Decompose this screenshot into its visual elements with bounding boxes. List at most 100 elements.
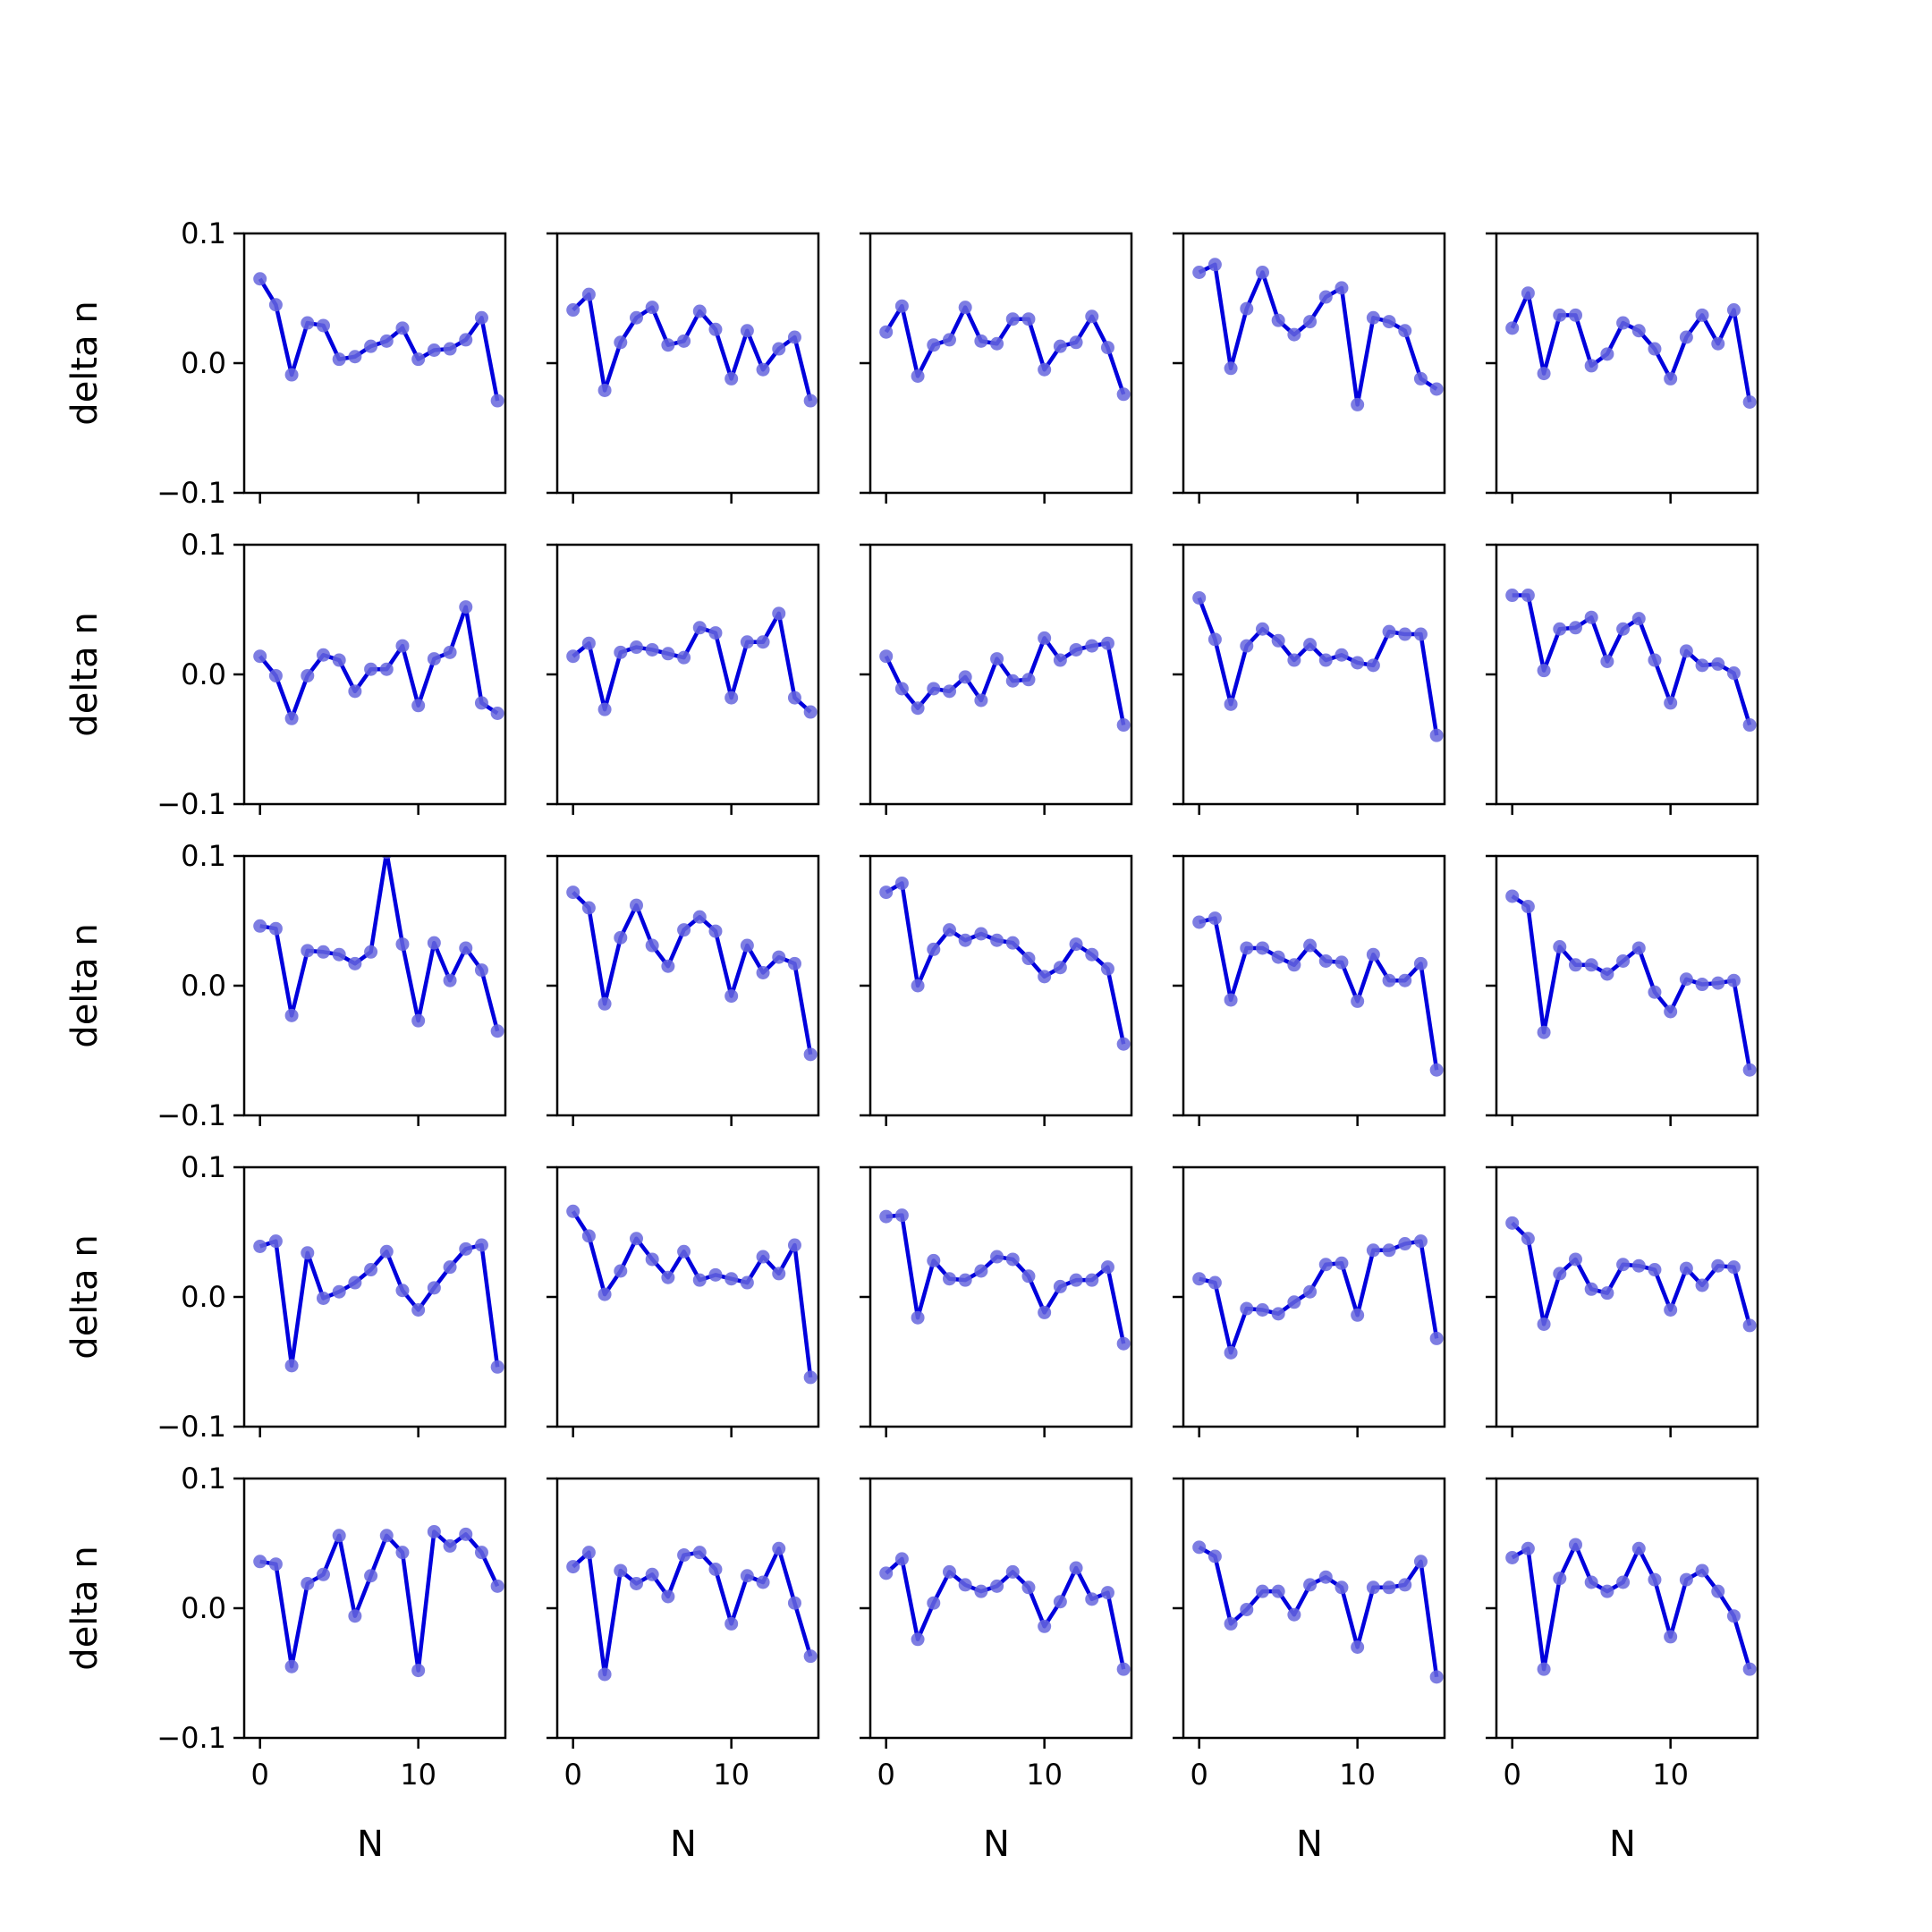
y-tick-label: 0.0 [181,1591,226,1625]
data-point [1271,1584,1285,1598]
data-point [724,371,739,386]
data-point [474,963,488,978]
subplot-r1-c3 [860,232,1133,504]
data-point [1695,978,1709,992]
data-point [879,649,894,664]
data-point [1005,674,1020,688]
data-point [958,670,972,684]
data-point [1648,985,1662,999]
data-point [332,1284,346,1299]
y-tick-label: 0.1 [181,839,226,873]
data-point [911,701,925,716]
y-axis-label: delta n [64,612,106,736]
data-point [724,691,739,705]
data-point [1240,1301,1254,1316]
series [253,272,504,408]
data-point [1116,1037,1131,1051]
data-point [1271,950,1285,964]
data-point [1537,664,1551,678]
data-point [443,1538,457,1553]
data-point [364,945,378,959]
data-point [942,923,956,937]
data-point [1287,653,1301,667]
y-tick-label: −0.1 [157,476,226,510]
subplot-r4-c3 [860,1165,1133,1437]
data-point [1303,315,1318,329]
series [253,856,504,1038]
data-point [692,1273,707,1287]
data-point [474,1238,488,1252]
axes-frame [555,543,820,806]
data-point [692,304,707,318]
axes-frame [1495,854,1759,1117]
data-point [1100,341,1114,355]
data-point [1208,632,1222,647]
data-point [772,342,786,356]
data-point [316,318,330,333]
data-point [459,600,473,614]
data-point [1631,1541,1646,1555]
data-point [1711,1258,1725,1273]
data-point [1413,956,1428,970]
data-point [1208,258,1222,272]
data-point [772,1541,786,1555]
data-point [1429,1063,1444,1077]
subplot-r1-c1: −0.1 0.0 0.1 delta n [64,216,507,510]
data-point [1726,973,1741,987]
data-point [1398,627,1412,641]
data-point [1271,1307,1285,1321]
series [253,1234,504,1374]
data-point [253,1239,267,1253]
data-point [645,301,659,315]
data-point [1521,589,1535,603]
data-point [1648,653,1662,667]
series [566,287,818,408]
data-point [490,1024,504,1038]
data-point [364,1263,378,1277]
data-point [474,696,488,710]
data-point [927,682,941,696]
data-point [395,1546,410,1560]
data-point [1398,324,1412,338]
data-point [253,649,267,664]
data-point [1224,1345,1238,1360]
data-point [1521,1541,1535,1555]
data-point [614,1264,628,1278]
data-point [1366,1243,1380,1258]
data-point [1726,666,1741,681]
data-point [459,333,473,347]
series-line [885,1556,1126,1670]
data-point [772,606,786,621]
axes-frame [1182,1477,1446,1740]
axes-frame [1182,854,1446,1117]
data-point [1568,621,1582,635]
data-point [1021,1580,1036,1595]
data-point [443,1260,457,1275]
data-point [677,650,691,665]
data-point [1505,1550,1520,1564]
data-point [1085,947,1099,962]
series [1505,589,1757,733]
data-point [661,1270,675,1284]
data-point [879,1566,894,1580]
data-point [1351,397,1365,411]
data-point [1711,1584,1725,1598]
data-point [1053,339,1067,353]
series-line [1511,894,1752,1071]
subplot-r2-c4 [1173,543,1446,815]
axes-frame [242,232,507,495]
data-point [708,1563,723,1576]
data-point [490,707,504,720]
subplot-r4-c2 [547,1165,820,1437]
x-tick-label: 0 [251,1758,269,1792]
data-point [1271,633,1285,648]
data-point [1224,1616,1238,1631]
data-point [1303,1578,1318,1592]
data-point [629,310,643,325]
series [566,1204,818,1385]
subplot-r3-c3 [860,854,1133,1126]
data-point [677,1548,691,1563]
data-point [1553,1572,1567,1586]
data-point [1631,324,1646,338]
series-line [572,890,813,1055]
